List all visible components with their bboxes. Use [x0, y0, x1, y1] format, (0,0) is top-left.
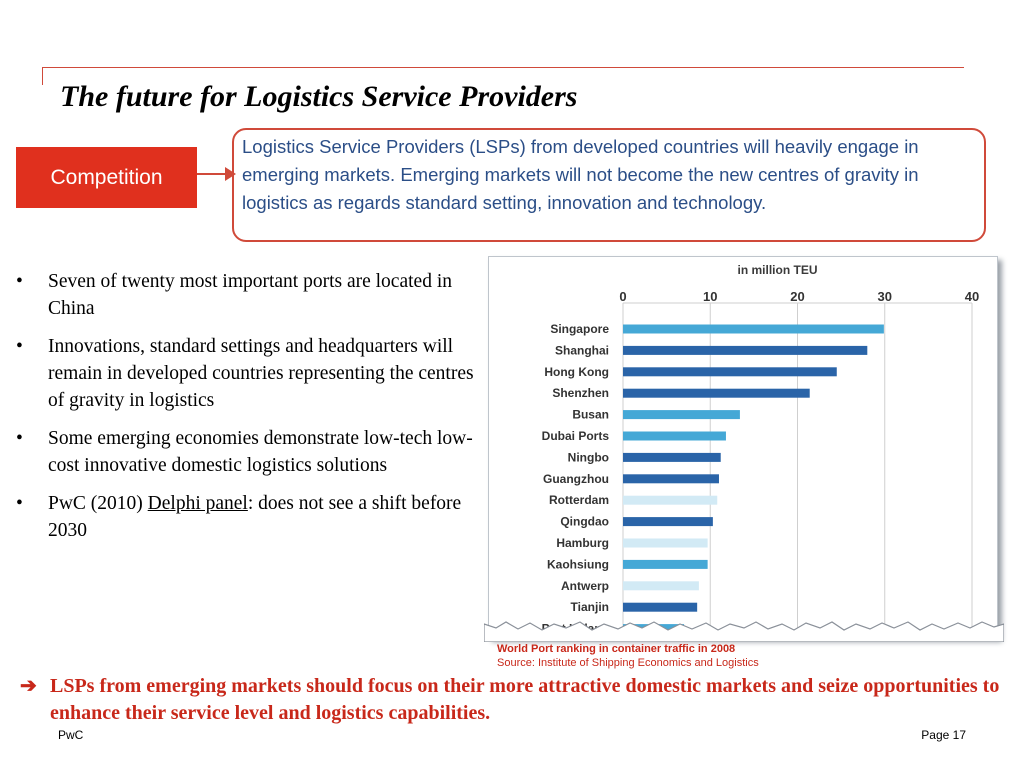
top-rule-tick — [42, 67, 43, 85]
top-rule — [42, 67, 964, 68]
category-label: Tianjin — [571, 600, 609, 614]
delphi-panel-link[interactable]: Delphi panel — [147, 493, 248, 514]
bar — [623, 410, 740, 420]
category-label: Rotterdam — [549, 493, 609, 507]
bar — [623, 559, 708, 569]
bar — [623, 581, 699, 591]
bar — [623, 538, 708, 548]
bar — [623, 495, 718, 505]
conclusion: ➔ LSPs from emerging markets should focu… — [20, 673, 1010, 727]
bullet-item: • PwC (2010) Delphi panel: does not see a… — [16, 493, 462, 541]
chart-svg: in million TEU 0 10 20 30 40 Singapore Shanghai… — [542, 263, 979, 637]
arrow-right-icon — [197, 167, 236, 181]
category-label: Shanghai — [555, 343, 609, 357]
category-label: Busan — [572, 408, 609, 422]
category-label: Antwerp — [561, 579, 609, 593]
bullet-item: • Seven of twenty most important ports ar… — [16, 271, 452, 319]
category-label: Guangzhou — [543, 472, 609, 486]
bar — [623, 517, 713, 527]
footer-brand: PwC — [58, 728, 84, 742]
tick-label: 30 — [878, 289, 892, 304]
category-label: Hong Kong — [544, 365, 609, 379]
chart-title: in million TEU — [738, 263, 818, 277]
chart-caption: World Port ranking in container traffic … — [497, 642, 759, 670]
conclusion-text: LSPs from emerging markets should focus … — [50, 675, 1000, 724]
tick-label: 10 — [703, 289, 717, 304]
bar — [623, 324, 884, 334]
bullet-item: • Innovations, standard settings and head… — [16, 336, 474, 411]
competition-tag: Competition — [16, 147, 197, 208]
caption-source: Source: Institute of Shipping Economics … — [497, 657, 759, 669]
conclusion-arrow-icon: ➔ — [20, 675, 37, 697]
bar — [623, 431, 726, 441]
bar — [623, 452, 721, 462]
callout-box: Logistics Service Providers (LSPs) from … — [232, 128, 986, 242]
slide-title: The future for Logistics Service Provide… — [60, 80, 578, 113]
category-label: Hamburg — [556, 536, 609, 550]
bar — [623, 388, 810, 398]
torn-edge — [484, 621, 1004, 642]
tick-label: 0 — [619, 289, 626, 304]
category-label: Qingdao — [560, 515, 609, 529]
category-label: Ningbo — [568, 450, 609, 464]
page-number: Page 17 — [921, 728, 966, 742]
port-ranking-chart: in million TEU 0 10 20 30 40 Singapore Shanghai… — [488, 256, 998, 638]
category-label: Dubai Ports — [542, 429, 610, 443]
tick-label: 40 — [965, 289, 979, 304]
category-label: Shenzhen — [552, 386, 609, 400]
caption-title: World Port ranking in container traffic … — [497, 643, 736, 655]
bar — [623, 345, 868, 355]
bar — [623, 367, 837, 377]
category-label: Kaohsiung — [547, 557, 609, 571]
bullet-item: • Some emerging economies demonstrate low… — [16, 428, 473, 476]
category-label: Singapore — [550, 322, 609, 336]
bar — [623, 474, 719, 484]
bar — [623, 602, 698, 612]
bullet-list: • Seven of twenty most important ports ar… — [14, 268, 492, 555]
tick-label: 20 — [790, 289, 804, 304]
